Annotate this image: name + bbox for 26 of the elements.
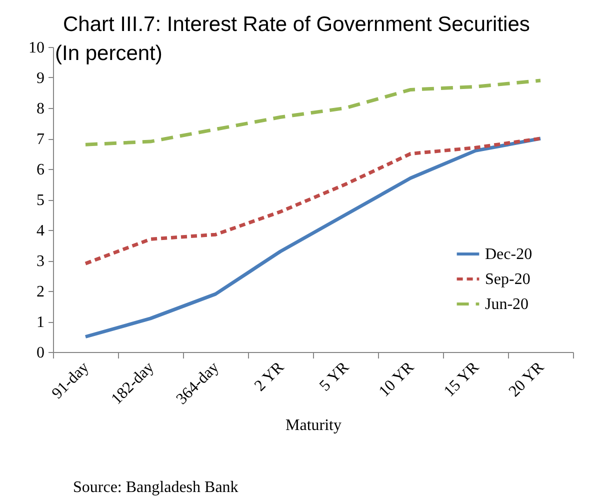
y-tick-label: 9 (36, 70, 44, 87)
legend-label: Jun-20 (485, 296, 529, 313)
x-tick-label: 2 YR (252, 358, 288, 395)
legend-label: Sep-20 (485, 271, 530, 288)
y-tick-label: 3 (36, 253, 44, 270)
x-tick-label: 5 YR (316, 358, 353, 395)
line-series (84, 78, 542, 146)
line-series (84, 136, 542, 338)
chart-subtitle: (In percent) (55, 42, 162, 65)
y-tick-label: 10 (28, 40, 44, 56)
y-tick-label: 0 (36, 344, 44, 362)
y-tick-label: 7 (36, 131, 44, 148)
y-tick-label: 8 (36, 100, 44, 118)
chart-title: Chart III.7: Interest Rate of Government Securities (63, 13, 530, 36)
y-tick-label: 5 (36, 192, 44, 209)
y-tick-label: 6 (36, 162, 44, 178)
y-tick-label: 2 (36, 284, 44, 300)
line-series (84, 136, 542, 266)
y-tick-label: 4 (36, 222, 44, 240)
legend-label: Dec-20 (485, 246, 532, 263)
x-tick-label: 20 YR (506, 358, 548, 400)
source-note: Source: Bangladesh Bank (73, 479, 238, 496)
x-tick-label: 10 YR (376, 358, 418, 400)
y-tick-label: 1 (36, 314, 44, 331)
x-axis-title: Maturity (286, 417, 342, 434)
x-tick-label: 15 YR (440, 358, 483, 400)
